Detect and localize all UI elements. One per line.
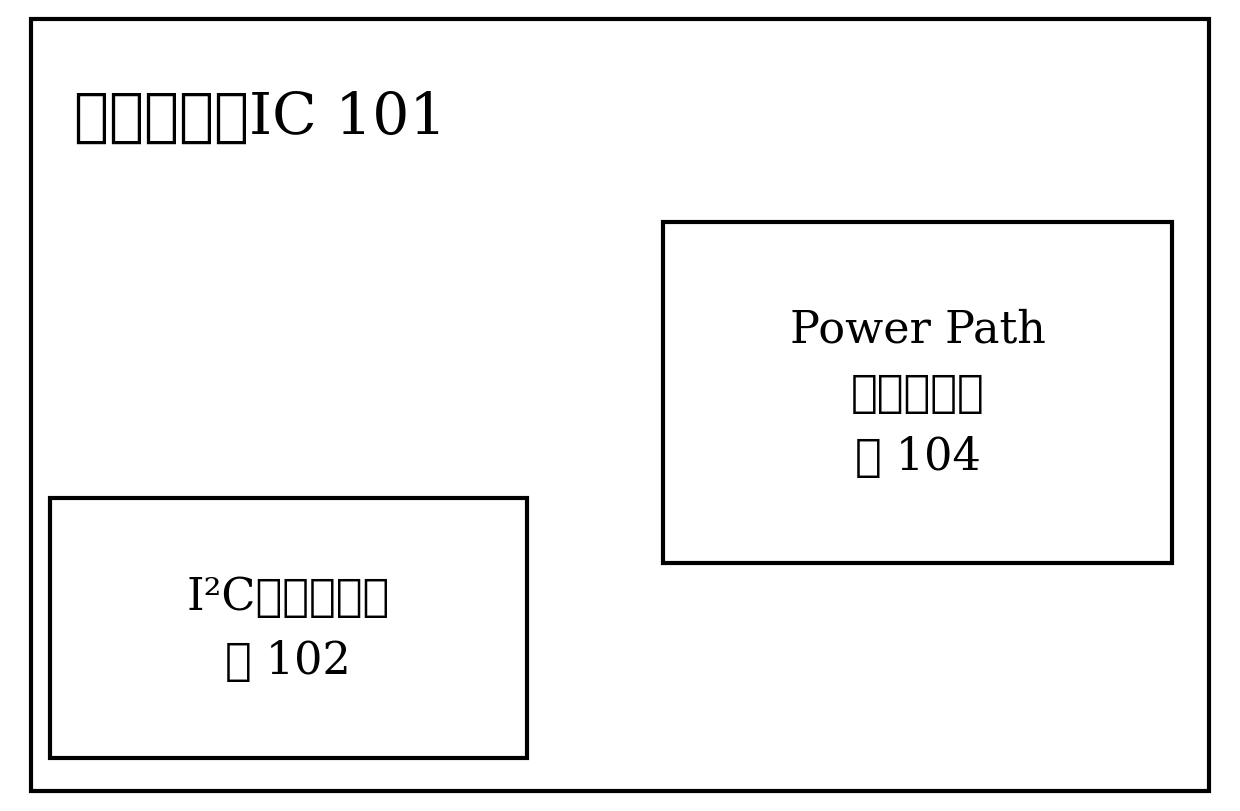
FancyBboxPatch shape [50, 499, 527, 758]
Text: Power Path
路径管理单
元 104: Power Path 路径管理单 元 104 [790, 308, 1045, 478]
FancyBboxPatch shape [663, 223, 1172, 564]
Text: I²C接口控制单
元 102: I²C接口控制单 元 102 [187, 575, 389, 682]
Text: 大电流充电IC 101: 大电流充电IC 101 [74, 90, 446, 145]
FancyBboxPatch shape [31, 20, 1209, 791]
